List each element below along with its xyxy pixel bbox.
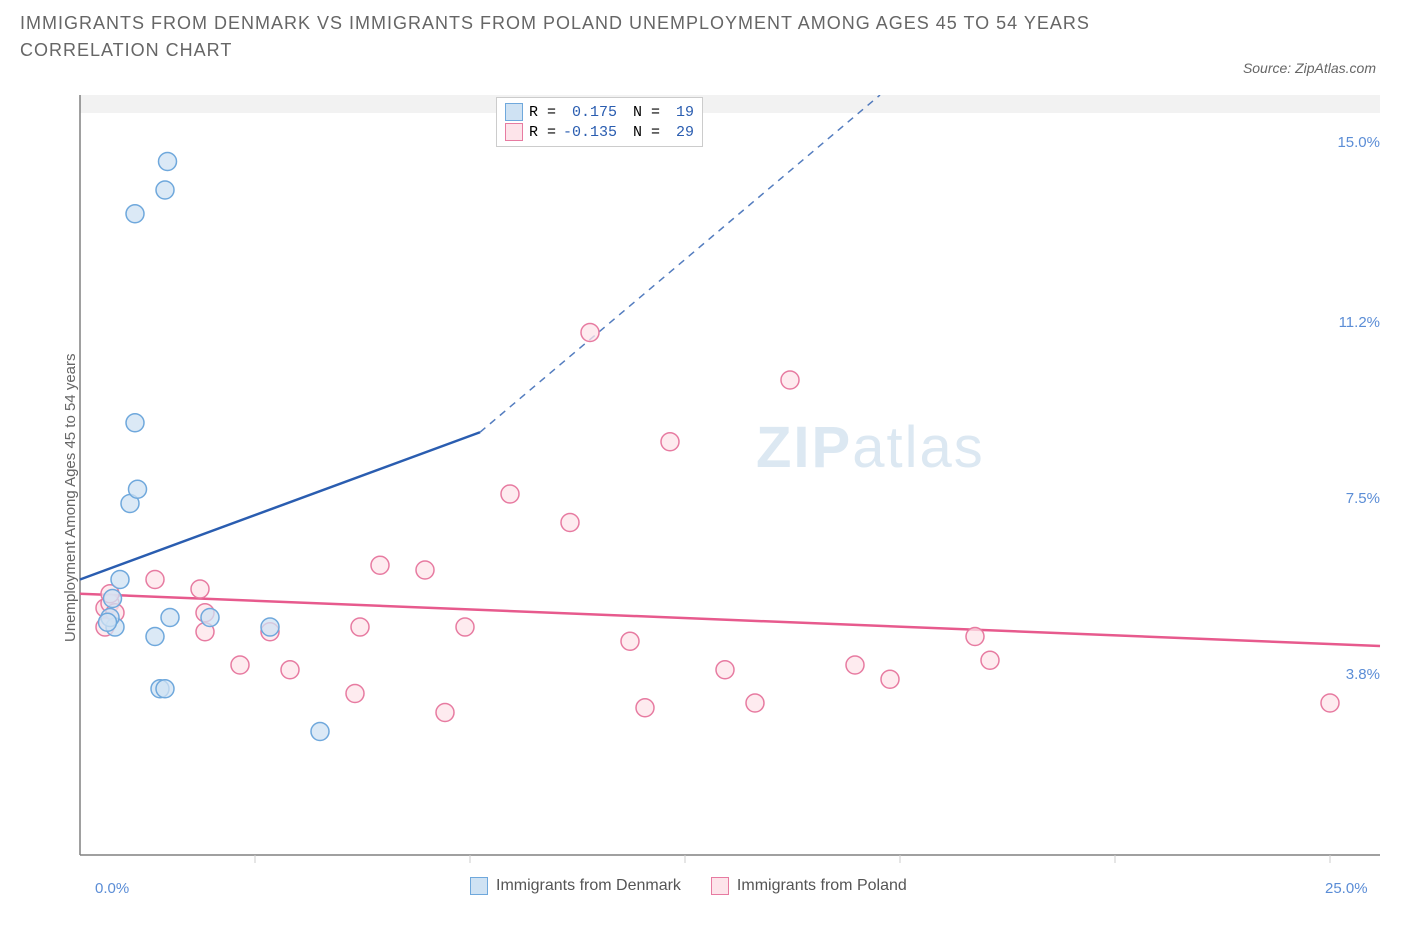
legend-swatch <box>711 877 729 895</box>
scatter-chart <box>50 95 1390 875</box>
legend-swatch <box>470 877 488 895</box>
legend-item-denmark: Immigrants from Denmark <box>470 877 681 895</box>
x-tick-label: 25.0% <box>1325 880 1368 897</box>
legend-item-poland: Immigrants from Poland <box>711 877 907 895</box>
legend-row: R = -0.135 N = 29 <box>505 122 694 142</box>
legend-swatch <box>505 123 523 141</box>
y-tick-label: 15.0% <box>1330 134 1380 151</box>
source-attribution: Source: ZipAtlas.com <box>1243 60 1376 76</box>
chart-title: IMMIGRANTS FROM DENMARK VS IMMIGRANTS FR… <box>20 10 1120 64</box>
x-tick-label: 0.0% <box>95 880 129 897</box>
y-tick-label: 7.5% <box>1330 490 1380 507</box>
correlation-legend: R = 0.175 N = 19 R = -0.135 N = 29 <box>496 97 703 147</box>
legend-swatch <box>505 103 523 121</box>
y-tick-label: 11.2% <box>1330 314 1380 331</box>
legend-row: R = 0.175 N = 19 <box>505 102 694 122</box>
series-legend: Immigrants from Denmark Immigrants from … <box>470 877 907 895</box>
plot-container: Unemployment Among Ages 45 to 54 years Z… <box>50 95 1390 875</box>
y-tick-label: 3.8% <box>1330 666 1380 683</box>
